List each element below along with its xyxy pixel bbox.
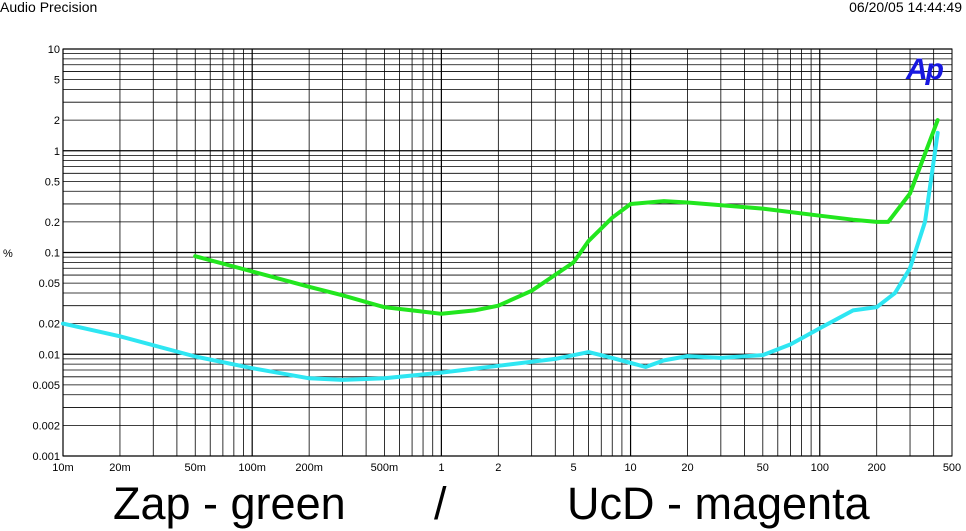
timestamp: 06/20/05 14:44:49 [849,0,962,15]
x-tick-label: 500 [943,462,961,474]
y-tick-label: 0.005 [32,380,60,392]
y-axis-label: % [3,248,13,260]
y-tick-label: 5 [54,75,60,87]
x-tick-label: 1 [438,462,444,474]
x-tick-label: 20m [109,462,130,474]
plot-frame [62,48,953,457]
caption-separator: / [434,478,447,529]
x-tick-label: 100 [811,462,829,474]
y-tick-label: 2 [54,115,60,127]
x-tick-label: 200m [295,462,323,474]
x-tick-label: 50 [757,462,769,474]
chart: 10 5 2 1 0.5 0.2 0.1 0.05 0.02 0.01 0.005 0.002 0.00… [3,44,961,474]
x-tick-label: 100m [238,462,266,474]
y-tick-label: 0.02 [39,319,60,331]
y-tick-label: 0.002 [32,420,60,432]
y-tick-label: 0.001 [32,451,60,463]
y-tick-label: 0.1 [45,248,60,260]
series-layer [61,118,940,382]
y-tick-label: 0.05 [39,278,60,290]
caption-ucd: UcD - magenta [567,478,870,529]
caption: Zap - green / UcD - magenta [0,478,966,531]
x-tick-label: 10m [52,462,73,474]
y-tick-label: 0.2 [45,217,60,229]
y-tick-label: 0.5 [45,176,60,188]
series-line-ucd [61,130,940,382]
caption-zap: Zap - green [113,478,346,529]
x-tick-label: 5 [571,462,577,474]
ap-logo: Ap [905,53,944,86]
y-tick-label: 10 [48,44,60,56]
series-line-zap [193,118,940,316]
x-tick-label: 200 [868,462,886,474]
y-tick-label: 1 [54,146,60,158]
x-tick-label: 2 [495,462,501,474]
app-title: Audio Precision [0,0,98,15]
y-axis-ticks: 10 5 2 1 0.5 0.2 0.1 0.05 0.02 0.01 0.005 0.002 0.00… [32,44,60,463]
x-tick-label: 10 [624,462,636,474]
y-tick-label: 0.01 [39,349,60,361]
x-tick-label: 50m [185,462,206,474]
x-axis-ticks: 10m 20m 50m 100m 200m 500m 1 2 5 10 20 50 100 200 500 [52,462,961,474]
x-tick-label: 500m [371,462,399,474]
x-tick-label: 20 [681,462,693,474]
